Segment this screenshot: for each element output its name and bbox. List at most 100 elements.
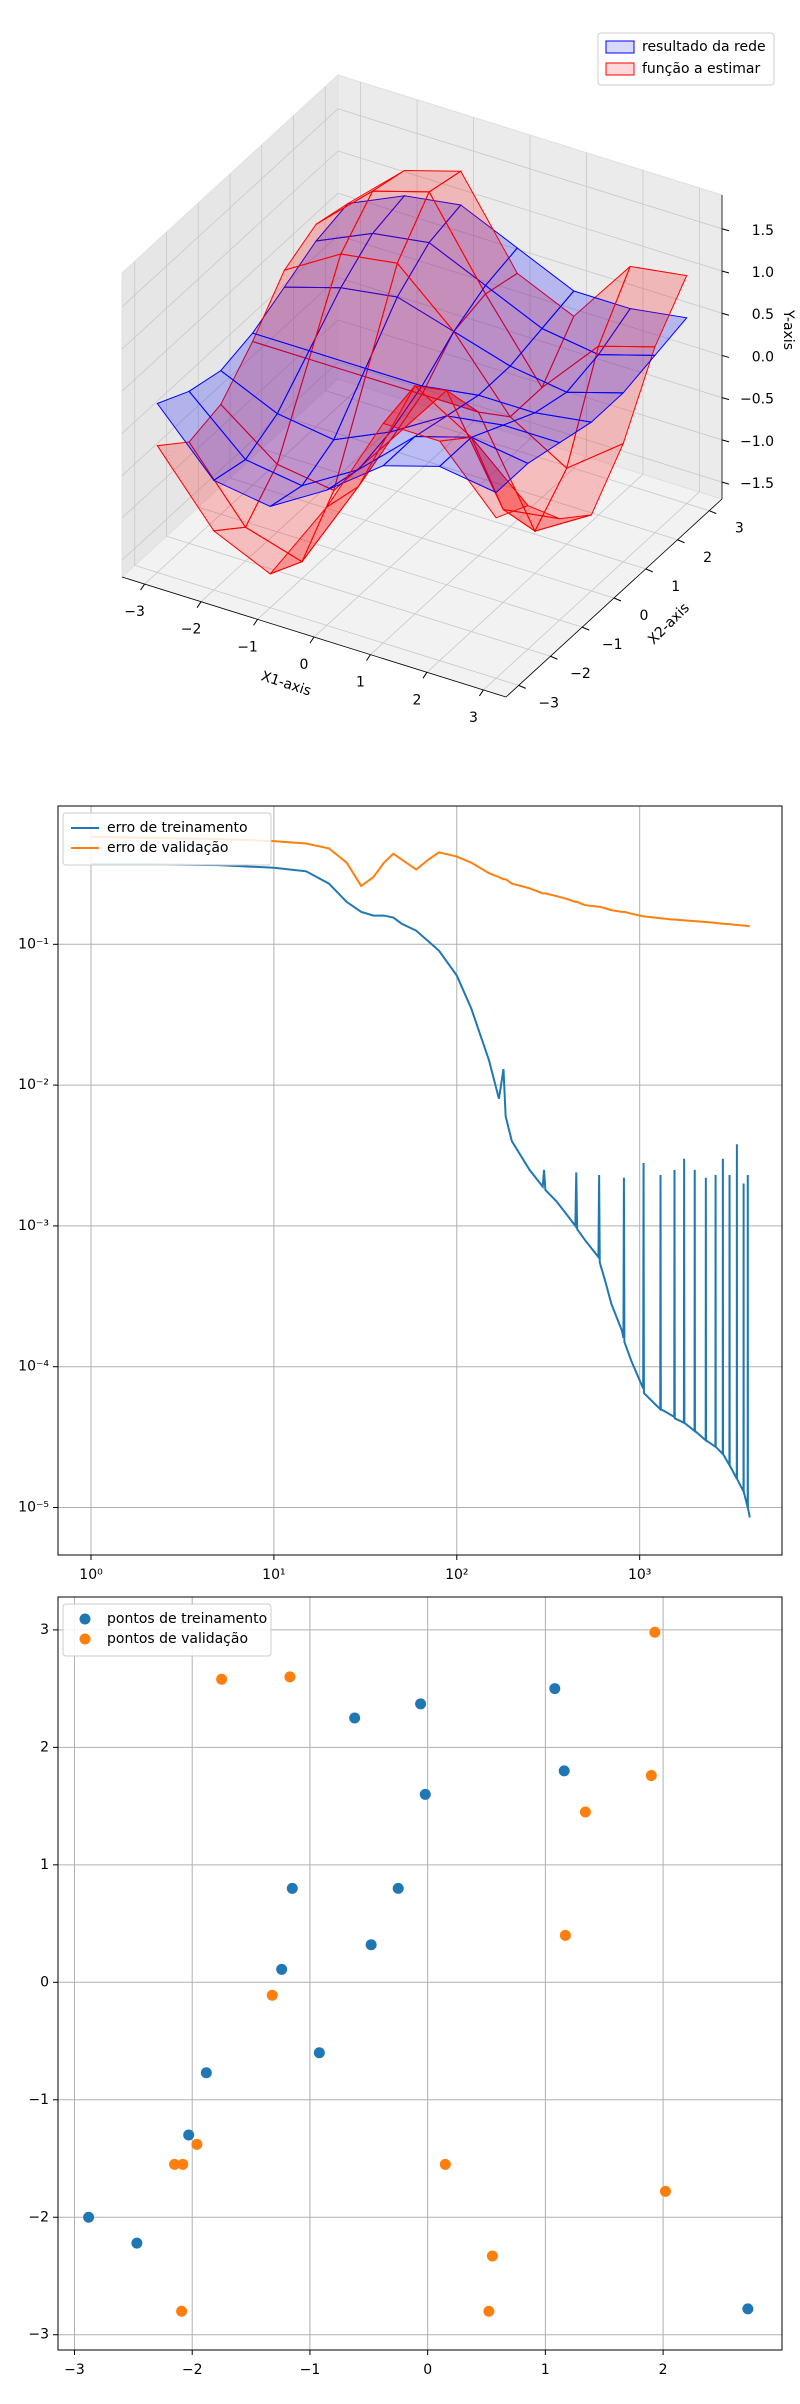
tick-mark [721,354,730,358]
tick-mark [140,583,146,591]
tick-mark [582,626,590,631]
y-tick-label: 1 [40,1857,49,1873]
grid-line [337,235,723,356]
y-tick-label: 10⁻⁵ [18,1500,49,1516]
scatter-point [415,1698,427,1710]
x-tick-label: −3 [64,2362,85,2378]
y-tick-label: −1 [28,2092,49,2108]
tick-mark [196,601,202,608]
tick-mark [721,228,730,232]
tick-mark [721,270,730,274]
grid-line [337,319,723,441]
z-tick-label: 1.0 [752,265,774,281]
grid-line [337,277,723,399]
x2-tick-label: 2 [703,550,712,566]
scatter-point [649,1626,661,1638]
x1-tick-label: 0 [300,657,309,673]
scatter-point [579,1806,591,1818]
scatter-point [439,2158,451,2170]
grid-line [134,564,519,686]
scatter-point [483,2305,495,2317]
tick-mark [721,439,730,443]
x2-tick-label: −1 [602,637,623,653]
scatter-point [200,2067,212,2079]
grid-line [261,448,646,570]
legend-label: função a estimar [642,61,760,77]
scatter-point [191,2138,203,2150]
grid-line [166,535,551,657]
scatter-point [645,1770,657,1782]
grid-line [337,150,723,272]
x-tick-label: 0 [423,2362,432,2378]
grid-line [121,361,339,561]
tick-mark [309,636,315,644]
grid-line [293,419,678,541]
tick-mark [613,597,622,602]
grid-line [121,108,339,308]
legend-marker [79,1613,91,1625]
scatter-point [286,1882,298,1894]
legend-label: resultado da rede [642,39,766,55]
tick-mark [253,619,258,626]
y-tick-label: 10⁻³ [18,1218,49,1234]
scatter-point [549,1683,561,1695]
y-tick-label: −3 [28,2327,49,2343]
grid-line [229,477,615,599]
legend-label: erro de treinamento [107,820,248,836]
y-tick-label: 3 [40,1622,49,1638]
z-tick-label: −1.5 [740,476,774,492]
x1-tick-label: 1 [356,675,365,691]
legend-marker [79,1633,91,1645]
grid-line [325,390,710,512]
scatter-point [659,2185,671,2197]
x2-tick-label: 0 [640,608,649,624]
y-tick-label: 0 [40,1974,49,1990]
x-tick-label: 10² [445,1567,468,1583]
x-tick-label: 2 [659,2362,668,2378]
tick-mark [422,672,428,679]
x-tick-label: −1 [300,2362,321,2378]
x-tick-label: 10¹ [262,1567,285,1583]
axis-line [121,576,507,698]
tick-mark [677,539,685,544]
scatter-point [284,1671,296,1683]
y-tick-label: 10⁻² [18,1077,49,1093]
scatter-point [558,1765,570,1777]
plot-frame [57,805,783,1556]
tick-mark [518,684,526,689]
legend-box [597,32,775,86]
x2-tick-label: 3 [735,521,744,537]
x-tick-label: 1 [541,2362,550,2378]
scatter-point [216,1673,228,1685]
tick-mark [709,510,717,515]
x2-tick-label: −2 [570,666,591,682]
x-tick-label: −2 [182,2362,203,2378]
x-tick-label: 10³ [628,1567,651,1583]
x2-tick-label: −3 [538,695,559,711]
tick-mark [645,568,653,573]
scatter-point [169,2158,181,2170]
scatter-point [559,1929,571,1941]
x1-tick-label: −3 [124,604,145,620]
grid-line [121,192,339,392]
z-tick-label: 0.0 [752,349,774,365]
scatter-point [486,2250,498,2262]
grid-line [337,192,723,314]
grid-line [121,235,339,434]
legend-label: erro de validação [107,840,229,856]
tick-mark [721,397,730,401]
z-tick-label: −0.5 [740,392,774,408]
tick-mark [478,689,484,697]
x1-tick-label: −2 [181,622,202,638]
legend-label: pontos de treinamento [107,1611,267,1627]
z-tick-label: 1.5 [752,223,774,239]
axis-line [505,498,723,698]
scatter-point [177,2158,189,2170]
legend-patch [605,62,635,76]
grid-line [337,361,723,483]
scatter-point [313,2047,325,2059]
scatter-point [276,1963,288,1975]
grid-line [337,108,723,230]
x2-tick-label: 1 [671,579,680,595]
